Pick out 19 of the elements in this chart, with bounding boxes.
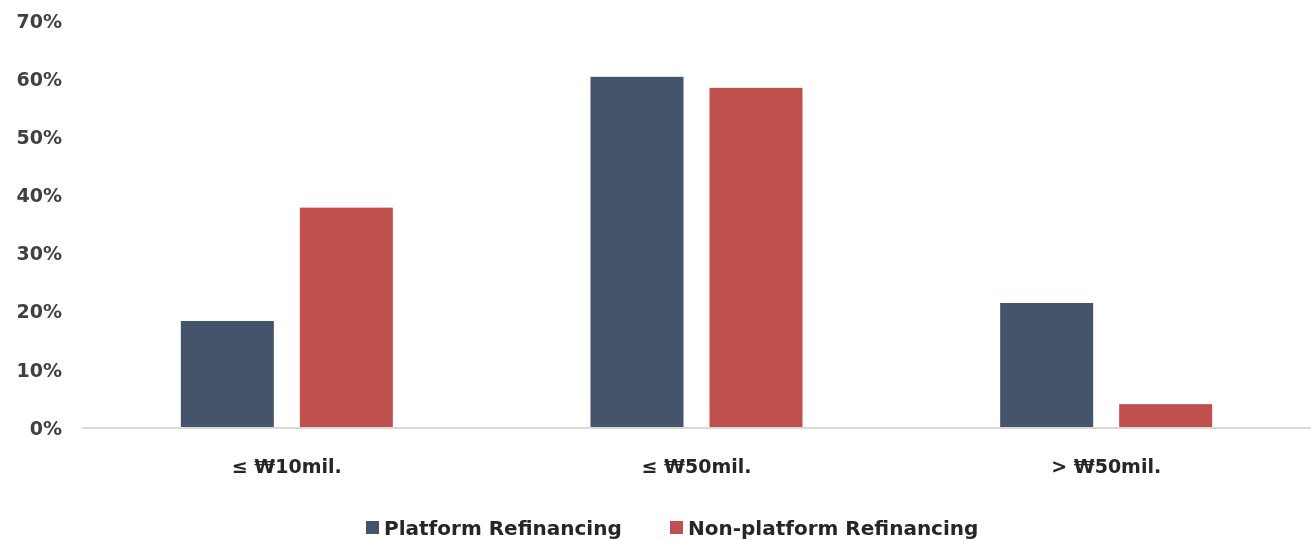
bar — [709, 87, 803, 428]
x-tick-label: ≤ ₩10mil. — [231, 454, 342, 477]
y-tick-label: 50% — [16, 125, 62, 148]
bar — [590, 76, 684, 428]
legend-label: Non-platform Refinancing — [688, 516, 979, 540]
y-tick-label: 70% — [16, 9, 62, 32]
y-tick-label: 20% — [16, 300, 62, 323]
x-tick-label: ≤ ₩50mil. — [641, 454, 752, 477]
bar — [1000, 302, 1094, 428]
bar — [1119, 404, 1213, 428]
y-tick-label: 60% — [16, 67, 62, 90]
y-tick-label: 40% — [16, 184, 62, 207]
bar — [180, 321, 274, 428]
y-tick-label: 30% — [16, 242, 62, 265]
y-tick-label: 10% — [16, 358, 62, 381]
bar — [299, 207, 393, 428]
x-tick-label: > ₩50mil. — [1051, 454, 1162, 477]
legend-label: Platform Refinancing — [384, 516, 622, 540]
y-tick-label: 0% — [29, 416, 62, 439]
